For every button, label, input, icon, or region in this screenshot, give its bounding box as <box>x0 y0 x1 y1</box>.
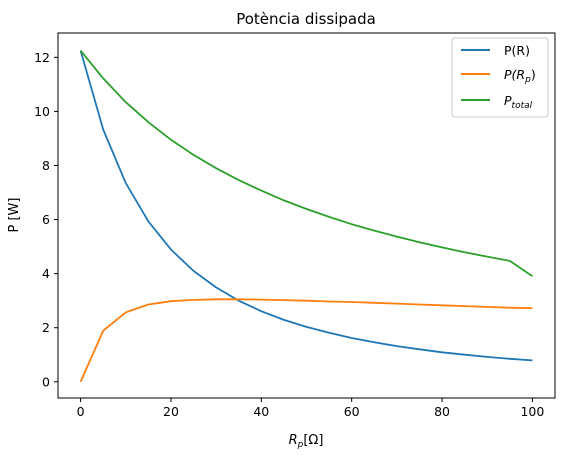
y-ticks: 0 2 4 6 8 10 12 <box>34 50 58 389</box>
y-tick-label: 8 <box>42 158 50 173</box>
legend-label-p-total: Ptotal <box>504 93 533 111</box>
y-tick-label: 2 <box>42 320 50 335</box>
legend-label-p-rp: P(Rp) <box>504 67 536 85</box>
x-tick-label: 0 <box>77 404 85 419</box>
x-tick-label: 80 <box>434 404 450 419</box>
plot-frame <box>57 32 556 399</box>
legend-label-p-r: P(R) <box>504 43 530 58</box>
y-tick-label: 12 <box>34 50 50 65</box>
x-axis-label: Rp[Ω] <box>289 433 324 450</box>
y-axis-label: P [W] <box>7 198 22 233</box>
y-tick-label: 0 <box>42 374 50 389</box>
y-tick-label: 4 <box>42 266 50 281</box>
x-tick-label: 100 <box>520 404 544 419</box>
series-line-p-total <box>79 50 533 278</box>
x-ticks: 0 20 40 60 80 100 <box>77 398 544 419</box>
y-tick-label: 10 <box>34 104 50 119</box>
series-lines <box>79 50 533 383</box>
x-tick-label: 40 <box>253 404 269 419</box>
series-line-p-rp <box>79 298 533 383</box>
x-tick-label: 20 <box>163 404 179 419</box>
y-tick-label: 6 <box>42 212 50 227</box>
x-tick-label: 60 <box>344 404 360 419</box>
legend: P(R) P(Rp) Ptotal <box>451 37 549 118</box>
chart-title: Potència dissipada <box>236 10 376 28</box>
series-line-p-r <box>79 50 533 362</box>
legend-box <box>451 37 549 118</box>
